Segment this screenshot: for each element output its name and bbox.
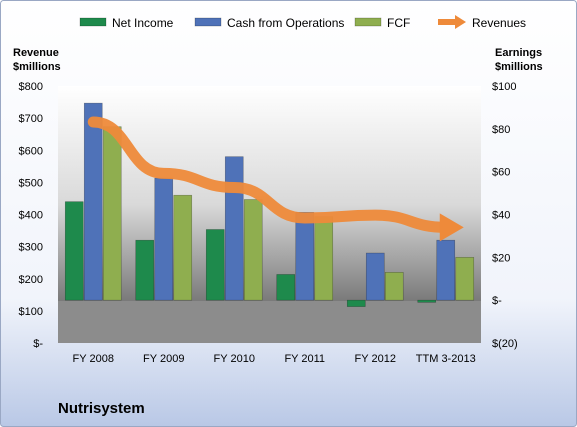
bar-cash-from-operations xyxy=(295,212,315,301)
left-tick-label: $- xyxy=(33,338,43,350)
legend-label: Cash from Operations xyxy=(227,16,344,30)
right-tick-label: $100 xyxy=(492,81,516,93)
left-tick-label: $800 xyxy=(19,81,43,93)
bar-cash-from-operations xyxy=(224,156,244,301)
right-tick-label: $20 xyxy=(492,252,510,264)
x-tick-label: FY 2009 xyxy=(143,353,184,365)
bar-fcf xyxy=(455,257,475,301)
bar-net-income xyxy=(64,201,84,301)
bar-cash-from-operations xyxy=(83,102,103,301)
bar-fcf xyxy=(384,272,404,301)
left-axis-title-line1: Revenue xyxy=(13,47,59,59)
legend-label: Net Income xyxy=(112,16,174,30)
left-tick-label: $200 xyxy=(19,274,43,286)
plot-area xyxy=(58,86,481,301)
bar-net-income xyxy=(135,239,155,301)
chart-title: Nutrisystem xyxy=(58,400,145,417)
right-axis-title-line2: $millions xyxy=(495,61,543,73)
legend-swatch-net-income xyxy=(79,17,107,27)
bar-cash-from-operations xyxy=(154,177,174,301)
bar-net-income xyxy=(276,274,296,301)
bar-fcf xyxy=(243,199,263,301)
right-tick-label: $- xyxy=(492,295,502,307)
left-tick-label: $300 xyxy=(19,242,43,254)
left-axis-title-line2: $millions xyxy=(13,61,61,73)
left-tick-label: $700 xyxy=(19,113,43,125)
x-tick-label: TTM 3-2013 xyxy=(416,353,476,365)
right-tick-label: $(20) xyxy=(492,338,518,350)
bar-fcf xyxy=(102,126,122,301)
legend-label: Revenues xyxy=(472,16,526,30)
x-tick-label: FY 2008 xyxy=(73,353,114,365)
legend-swatch-cash-from-operations xyxy=(194,17,222,27)
right-tick-label: $40 xyxy=(492,210,510,222)
left-tick-label: $100 xyxy=(19,306,43,318)
legend-arrowhead-revenues xyxy=(455,15,466,29)
left-tick-label: $400 xyxy=(19,210,43,222)
bar-fcf xyxy=(314,216,334,301)
right-tick-label: $60 xyxy=(492,167,510,179)
left-tick-label: $600 xyxy=(19,145,43,157)
right-axis-title-line1: Earnings xyxy=(495,47,542,59)
revenue-line xyxy=(87,116,452,233)
bar-cash-from-operations xyxy=(436,239,456,301)
x-tick-label: FY 2011 xyxy=(284,353,325,365)
right-tick-label: $80 xyxy=(492,124,510,136)
revenue-arrowhead xyxy=(439,213,464,242)
bar-fcf xyxy=(173,194,193,301)
plot-floor xyxy=(58,301,481,343)
bar-net-income xyxy=(417,299,437,303)
x-tick-label: FY 2012 xyxy=(355,353,396,365)
left-tick-label: $500 xyxy=(19,177,43,189)
legend-label: FCF xyxy=(387,16,410,30)
bar-net-income xyxy=(205,229,225,301)
x-tick-label: FY 2010 xyxy=(214,353,255,365)
bar-net-income xyxy=(346,299,366,307)
bar-cash-from-operations xyxy=(365,252,385,301)
legend-swatch-fcf xyxy=(354,17,382,27)
